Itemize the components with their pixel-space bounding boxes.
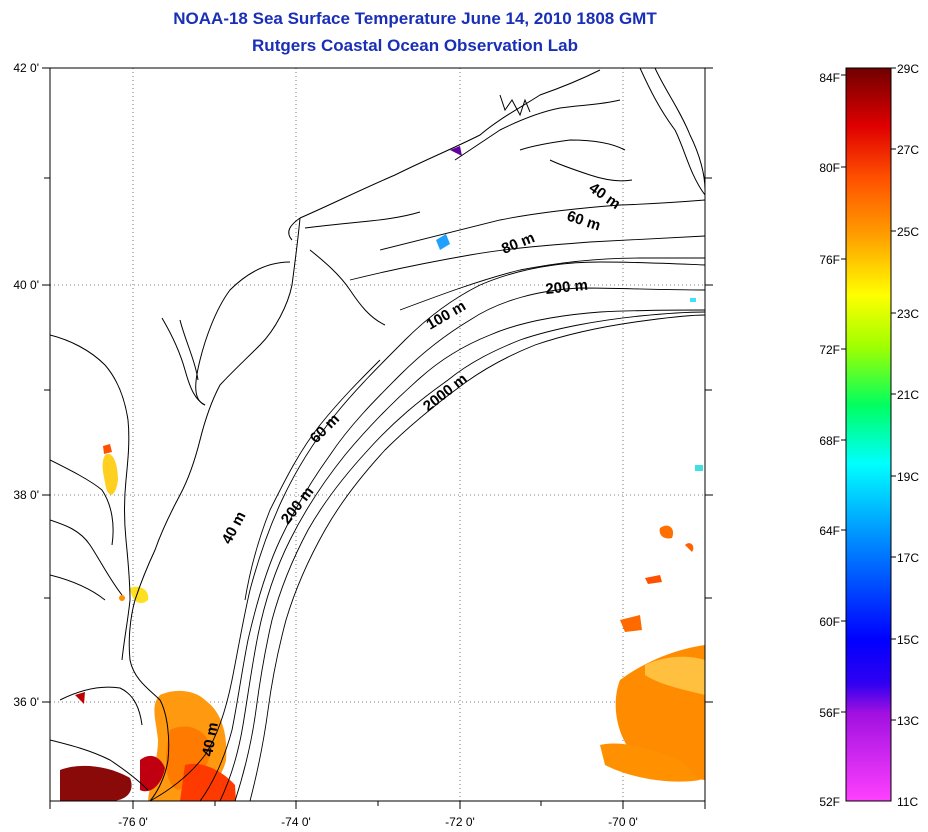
colorbar-f-label: 52F bbox=[819, 795, 840, 809]
graticule bbox=[50, 68, 705, 801]
colorbar bbox=[845, 67, 892, 802]
isobath-label: 60 m bbox=[307, 411, 343, 447]
colorbar-f-label: 56F bbox=[819, 706, 840, 720]
lat-tick-label: 42 0' bbox=[13, 61, 39, 75]
map-title: NOAA-18 Sea Surface Temperature June 14,… bbox=[173, 9, 657, 28]
isobath-label: 40 m bbox=[219, 509, 250, 547]
isobath-label: 2000 m bbox=[420, 370, 471, 415]
lon-tick-label: -70 0' bbox=[608, 815, 638, 829]
isobath-label: 60 m bbox=[565, 208, 603, 235]
colorbar-f-label: 84F bbox=[819, 71, 840, 85]
colorbar-f-label: 68F bbox=[819, 434, 840, 448]
colorbar-c-label: 29C bbox=[897, 62, 919, 76]
lon-tick-label: -74 0' bbox=[281, 815, 311, 829]
axis-ticks bbox=[42, 67, 713, 809]
colorbar-f-label: 76F bbox=[819, 253, 840, 267]
colorbar-f-label: 60F bbox=[819, 615, 840, 629]
colorbar-c-label: 25C bbox=[897, 225, 919, 239]
colorbar-c-label: 15C bbox=[897, 633, 919, 647]
coastline bbox=[50, 68, 705, 801]
isobath-label: 40 m bbox=[586, 179, 624, 213]
isobath-label: 200 m bbox=[278, 483, 318, 527]
isobaths bbox=[149, 199, 705, 801]
lat-tick-label: 36 0' bbox=[13, 695, 39, 709]
colorbar-c-label: 13C bbox=[897, 714, 919, 728]
colorbar-c-label: 11C bbox=[897, 795, 918, 809]
map-frame bbox=[49, 67, 706, 802]
lat-tick-label: 40 0' bbox=[13, 278, 39, 292]
colorbar-f-label: 72F bbox=[819, 343, 840, 357]
colorbar-ticks bbox=[841, 67, 896, 721]
lon-tick-label: -72 0' bbox=[445, 815, 475, 829]
colorbar-c-label: 17C bbox=[897, 551, 919, 565]
isobath-label: 100 m bbox=[424, 297, 469, 333]
lat-tick-label: 38 0' bbox=[13, 488, 39, 502]
isobath-label: 200 m bbox=[545, 277, 589, 298]
colorbar-c-label: 19C bbox=[897, 470, 919, 484]
lon-tick-label: -76 0' bbox=[118, 815, 148, 829]
isobath-label: 80 m bbox=[499, 229, 537, 258]
map-subtitle: Rutgers Coastal Ocean Observation Lab bbox=[252, 36, 578, 55]
isobath-label: 40 m bbox=[199, 721, 222, 758]
colorbar-f-label: 80F bbox=[819, 161, 840, 175]
colorbar-c-label: 27C bbox=[897, 143, 919, 157]
colorbar-f-label: 64F bbox=[819, 524, 840, 538]
colorbar-c-label: 23C bbox=[897, 307, 919, 321]
colorbar-c-label: 21C bbox=[897, 388, 919, 402]
sst-patches bbox=[60, 146, 705, 801]
